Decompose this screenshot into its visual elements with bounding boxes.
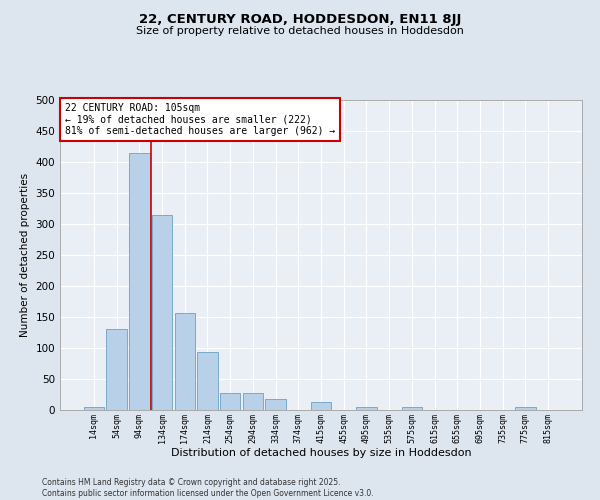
Bar (197, 352, 218, 410)
Bar (129, 152, 149, 410)
Bar (265, 399, 286, 410)
Bar (84, 407, 104, 410)
X-axis label: Distribution of detached houses by size in Hoddesdon: Distribution of detached houses by size … (170, 448, 472, 458)
Y-axis label: Number of detached properties: Number of detached properties (20, 173, 30, 337)
Bar (175, 312, 195, 410)
Text: Contains HM Land Registry data © Crown copyright and database right 2025.
Contai: Contains HM Land Registry data © Crown c… (42, 478, 374, 498)
Bar (106, 329, 127, 410)
Bar (515, 407, 536, 410)
Bar (152, 214, 172, 410)
Bar (356, 407, 377, 410)
Bar (220, 392, 241, 410)
Text: 22, CENTURY ROAD, HODDESDON, EN11 8JJ: 22, CENTURY ROAD, HODDESDON, EN11 8JJ (139, 12, 461, 26)
Text: Size of property relative to detached houses in Hoddesdon: Size of property relative to detached ho… (136, 26, 464, 36)
Bar (242, 392, 263, 410)
Bar (401, 407, 422, 410)
Text: 22 CENTURY ROAD: 105sqm
← 19% of detached houses are smaller (222)
81% of semi-d: 22 CENTURY ROAD: 105sqm ← 19% of detache… (65, 103, 335, 136)
Bar (311, 402, 331, 410)
